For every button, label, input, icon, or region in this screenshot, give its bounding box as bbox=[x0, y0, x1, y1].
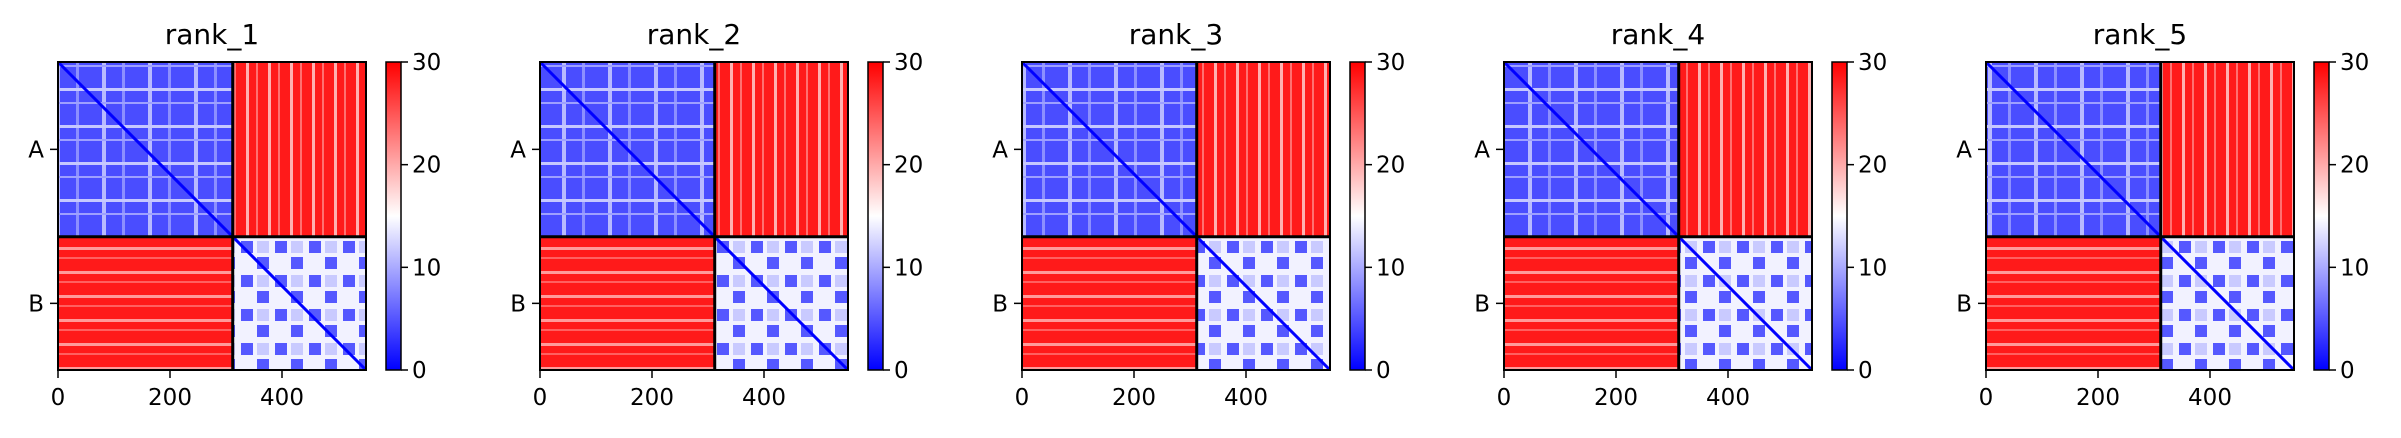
panel-title: rank_3 bbox=[1129, 18, 1223, 51]
colorbar-tick-label: 10 bbox=[894, 255, 923, 281]
panel-title: rank_5 bbox=[2093, 18, 2187, 51]
x-tick-label: 0 bbox=[51, 385, 66, 411]
y-tick-label: B bbox=[1474, 291, 1490, 317]
colorbar-tick-label: 20 bbox=[2340, 153, 2369, 179]
x-tick-label: 400 bbox=[1224, 385, 1268, 411]
colorbar-tick-label: 30 bbox=[2340, 50, 2369, 76]
x-tick-label: 0 bbox=[1979, 385, 1994, 411]
y-tick-label: B bbox=[28, 291, 44, 317]
x-tick-label: 200 bbox=[1594, 385, 1638, 411]
x-tick-label: 200 bbox=[1112, 385, 1156, 411]
colorbar-tick-label: 20 bbox=[1858, 153, 1887, 179]
block-a-b bbox=[2160, 62, 2294, 237]
y-tick-label: A bbox=[1474, 137, 1490, 163]
block-a-b bbox=[232, 62, 366, 237]
x-tick-label: 400 bbox=[742, 385, 786, 411]
colorbar-tick-label: 20 bbox=[1376, 153, 1405, 179]
diagonal-line bbox=[538, 60, 850, 372]
diagonal-line bbox=[1984, 60, 2296, 372]
panel-title: rank_4 bbox=[1611, 18, 1705, 51]
colorbar: 0 10 20 30 bbox=[2313, 50, 2369, 384]
block-b-a bbox=[58, 236, 233, 370]
heatmap-frame bbox=[1021, 61, 1331, 371]
heatmap-panel-3: rank_3 A B 0 200 400 0 10 20 30 bbox=[992, 18, 1405, 411]
heatmap-panel-4: rank_4 A B 0 200 400 0 10 20 30 bbox=[1474, 18, 1887, 411]
heatmap-frame bbox=[1503, 61, 1813, 371]
colorbar-tick-label: 20 bbox=[412, 153, 441, 179]
x-tick-label: 200 bbox=[148, 385, 192, 411]
colorbar-tick-label: 10 bbox=[412, 255, 441, 281]
x-tick-label: 0 bbox=[1015, 385, 1030, 411]
heatmap-panel-5: rank_5 A B 0 200 400 0 10 20 30 bbox=[1956, 18, 2369, 411]
panel-title: rank_2 bbox=[647, 18, 741, 51]
colorbar-gradient bbox=[1349, 61, 1366, 371]
colorbar-tick-label: 30 bbox=[894, 50, 923, 76]
colorbar-gradient bbox=[2313, 61, 2330, 371]
y-tick-label: B bbox=[1956, 291, 1972, 317]
heatmap-frame bbox=[57, 61, 367, 371]
diagonal-line bbox=[56, 60, 368, 372]
colorbar: 0 10 20 30 bbox=[1831, 50, 1887, 384]
y-tick-label: A bbox=[28, 137, 44, 163]
colorbar-tick-label: 30 bbox=[1376, 50, 1405, 76]
x-tick-label: 400 bbox=[1706, 385, 1750, 411]
block-b-a bbox=[540, 236, 715, 370]
y-tick-label: B bbox=[510, 291, 526, 317]
block-a-b bbox=[1678, 62, 1812, 237]
colorbar-tick-label: 10 bbox=[1858, 255, 1887, 281]
colorbar-gradient bbox=[1831, 61, 1848, 371]
diagonal-line bbox=[1502, 60, 1814, 372]
colorbar-tick-label: 30 bbox=[412, 50, 441, 76]
colorbar-gradient bbox=[867, 61, 884, 371]
colorbar-tick-label: 20 bbox=[894, 153, 923, 179]
colorbar-tick-label: 10 bbox=[2340, 255, 2369, 281]
colorbar: 0 10 20 30 bbox=[867, 50, 923, 384]
y-tick-label: A bbox=[1956, 137, 1972, 163]
x-tick-label: 200 bbox=[630, 385, 674, 411]
y-tick-label: A bbox=[510, 137, 526, 163]
colorbar-tick-label: 30 bbox=[1858, 50, 1887, 76]
block-b-a bbox=[1986, 236, 2161, 370]
colorbar-tick-label: 0 bbox=[2340, 358, 2355, 384]
panel-title: rank_1 bbox=[165, 18, 259, 51]
block-a-b bbox=[714, 62, 848, 237]
diagonal-line bbox=[1020, 60, 1332, 372]
x-tick-label: 400 bbox=[260, 385, 304, 411]
heatmap-panel-2: rank_2 A B 0 200 400 0 10 20 30 bbox=[510, 18, 923, 411]
colorbar-tick-label: 10 bbox=[1376, 255, 1405, 281]
x-tick-label: 0 bbox=[533, 385, 548, 411]
colorbar-tick-label: 0 bbox=[1858, 358, 1873, 384]
colorbar: 0 10 20 30 bbox=[1349, 50, 1405, 384]
colorbar-gradient bbox=[385, 61, 402, 371]
heatmap-panel-1: rank_1 A B 0 200 400 0 10 20 30 bbox=[28, 18, 441, 411]
x-tick-label: 0 bbox=[1497, 385, 1512, 411]
colorbar-tick-label: 0 bbox=[1376, 358, 1391, 384]
x-tick-label: 400 bbox=[2188, 385, 2232, 411]
colorbar-tick-label: 0 bbox=[412, 358, 427, 384]
x-tick-label: 200 bbox=[2076, 385, 2120, 411]
y-tick-label: B bbox=[992, 291, 1008, 317]
colorbar: 0 10 20 30 bbox=[385, 50, 441, 384]
block-a-b bbox=[1196, 62, 1330, 237]
y-tick-label: A bbox=[992, 137, 1008, 163]
block-b-a bbox=[1504, 236, 1679, 370]
colorbar-tick-label: 0 bbox=[894, 358, 909, 384]
heatmap-frame bbox=[539, 61, 849, 371]
heatmap-frame bbox=[1985, 61, 2295, 371]
block-b-a bbox=[1022, 236, 1197, 370]
